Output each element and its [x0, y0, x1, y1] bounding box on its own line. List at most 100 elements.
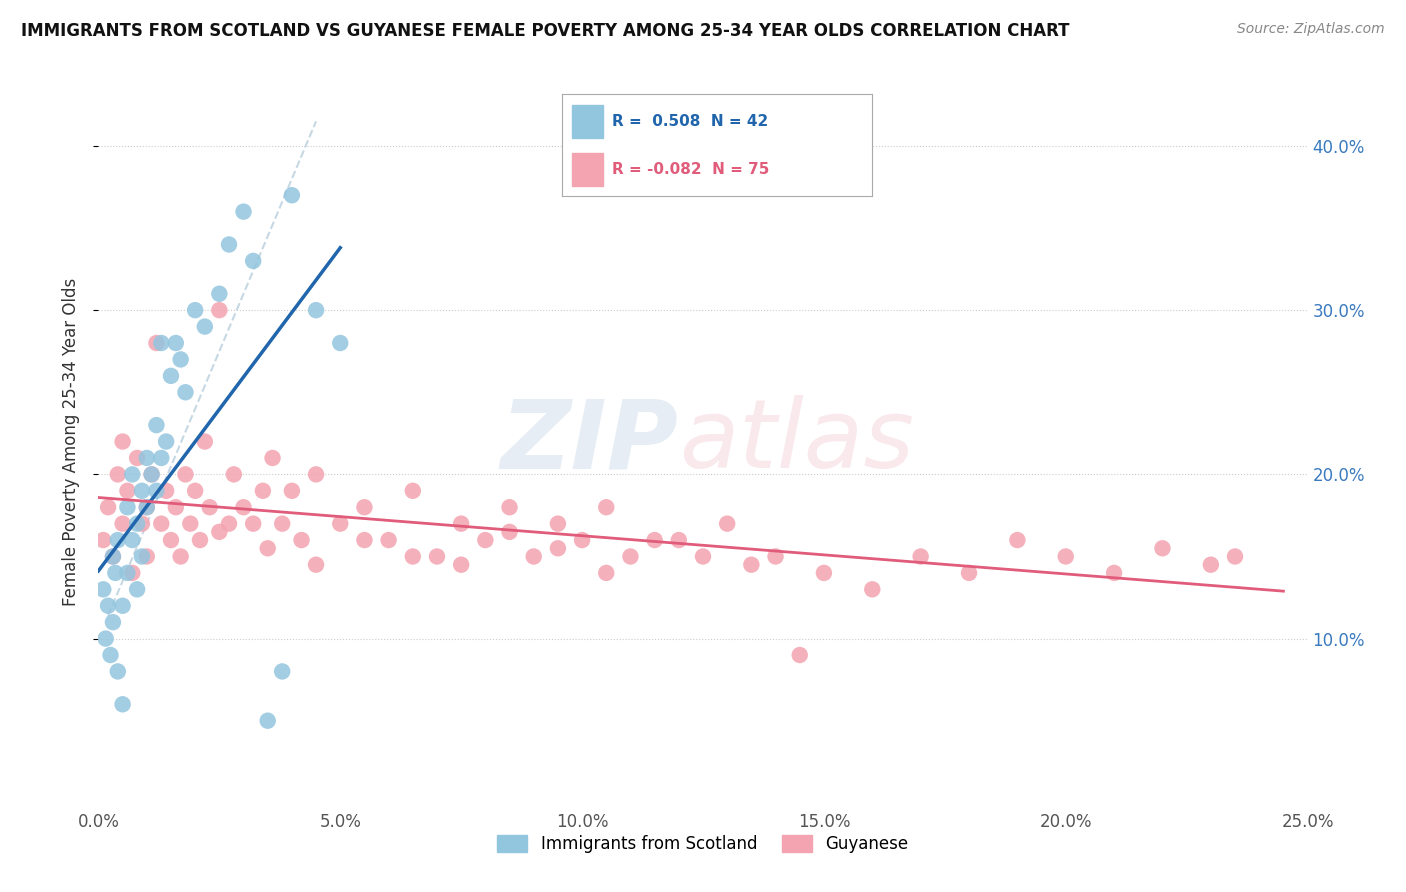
- Point: [402, 549, 425, 564]
- Point: [194, 434, 217, 449]
- Text: IMMIGRANTS FROM SCOTLAND VS GUYANESE FEMALE POVERTY AMONG 25-34 YEAR OLDS CORREL: IMMIGRANTS FROM SCOTLAND VS GUYANESE FEM…: [21, 22, 1070, 40]
- Point: [474, 533, 496, 547]
- Point: [117, 566, 139, 580]
- Legend: Immigrants from Scotland, Guyanese: Immigrants from Scotland, Guyanese: [491, 828, 915, 860]
- Point: [644, 533, 666, 547]
- Point: [107, 665, 129, 679]
- Point: [789, 648, 811, 662]
- Point: [232, 500, 254, 515]
- Point: [619, 549, 641, 564]
- Text: atlas: atlas: [679, 395, 914, 488]
- Point: [155, 483, 177, 498]
- Point: [127, 450, 149, 465]
- Point: [1152, 541, 1174, 556]
- Point: [256, 714, 278, 728]
- Point: [131, 549, 153, 564]
- Point: [179, 516, 201, 531]
- Point: [155, 434, 177, 449]
- Point: [208, 286, 231, 301]
- Point: [101, 615, 124, 630]
- Point: [107, 467, 129, 482]
- Point: [169, 549, 191, 564]
- Point: [353, 533, 375, 547]
- Point: [135, 500, 157, 515]
- Point: [97, 500, 120, 515]
- Point: [111, 516, 134, 531]
- Point: [329, 336, 352, 351]
- Point: [305, 467, 328, 482]
- Point: [97, 599, 120, 613]
- Point: [450, 558, 472, 572]
- Point: [111, 698, 134, 712]
- Point: [290, 533, 312, 547]
- Point: [141, 467, 163, 482]
- Point: [208, 303, 231, 318]
- Point: [121, 566, 143, 580]
- Point: [174, 385, 197, 400]
- Point: [271, 665, 294, 679]
- Point: [184, 303, 207, 318]
- Point: [121, 467, 143, 482]
- Point: [111, 599, 134, 613]
- Point: [150, 516, 173, 531]
- Point: [100, 648, 122, 662]
- Point: [271, 516, 294, 531]
- Point: [174, 467, 197, 482]
- Point: [135, 500, 157, 515]
- Point: [595, 500, 617, 515]
- Point: [218, 516, 240, 531]
- Point: [571, 533, 593, 547]
- Point: [141, 467, 163, 482]
- Point: [305, 558, 328, 572]
- Point: [198, 500, 221, 515]
- Point: [498, 524, 520, 539]
- Point: [165, 336, 187, 351]
- Point: [256, 541, 278, 556]
- Point: [127, 582, 149, 597]
- Text: R =  0.508  N = 42: R = 0.508 N = 42: [612, 114, 768, 128]
- Point: [813, 566, 835, 580]
- Point: [957, 566, 980, 580]
- Point: [329, 516, 352, 531]
- Point: [232, 204, 254, 219]
- Point: [716, 516, 738, 531]
- Point: [169, 352, 191, 367]
- Point: [450, 516, 472, 531]
- Point: [910, 549, 932, 564]
- Bar: [572, 153, 603, 186]
- Point: [91, 582, 114, 597]
- Point: [160, 368, 183, 383]
- Point: [242, 254, 264, 268]
- Point: [94, 632, 117, 646]
- Point: [377, 533, 399, 547]
- Point: [547, 541, 569, 556]
- Point: [1199, 558, 1222, 572]
- Point: [101, 549, 124, 564]
- Point: [426, 549, 449, 564]
- Point: [281, 188, 304, 202]
- Point: [135, 450, 157, 465]
- Point: [262, 450, 284, 465]
- Point: [1007, 533, 1029, 547]
- Y-axis label: Female Poverty Among 25-34 Year Olds: Female Poverty Among 25-34 Year Olds: [62, 277, 80, 606]
- Point: [765, 549, 787, 564]
- Point: [131, 483, 153, 498]
- Point: [595, 566, 617, 580]
- Point: [668, 533, 690, 547]
- Point: [160, 533, 183, 547]
- Point: [184, 483, 207, 498]
- Point: [145, 483, 167, 498]
- Point: [252, 483, 274, 498]
- Point: [402, 483, 425, 498]
- Point: [165, 500, 187, 515]
- Point: [305, 303, 328, 318]
- Point: [117, 500, 139, 515]
- Point: [194, 319, 217, 334]
- Point: [523, 549, 546, 564]
- Text: R = -0.082  N = 75: R = -0.082 N = 75: [612, 162, 769, 178]
- Point: [117, 483, 139, 498]
- Point: [1054, 549, 1077, 564]
- Point: [218, 237, 240, 252]
- Text: ZIP: ZIP: [501, 395, 679, 488]
- Point: [1102, 566, 1125, 580]
